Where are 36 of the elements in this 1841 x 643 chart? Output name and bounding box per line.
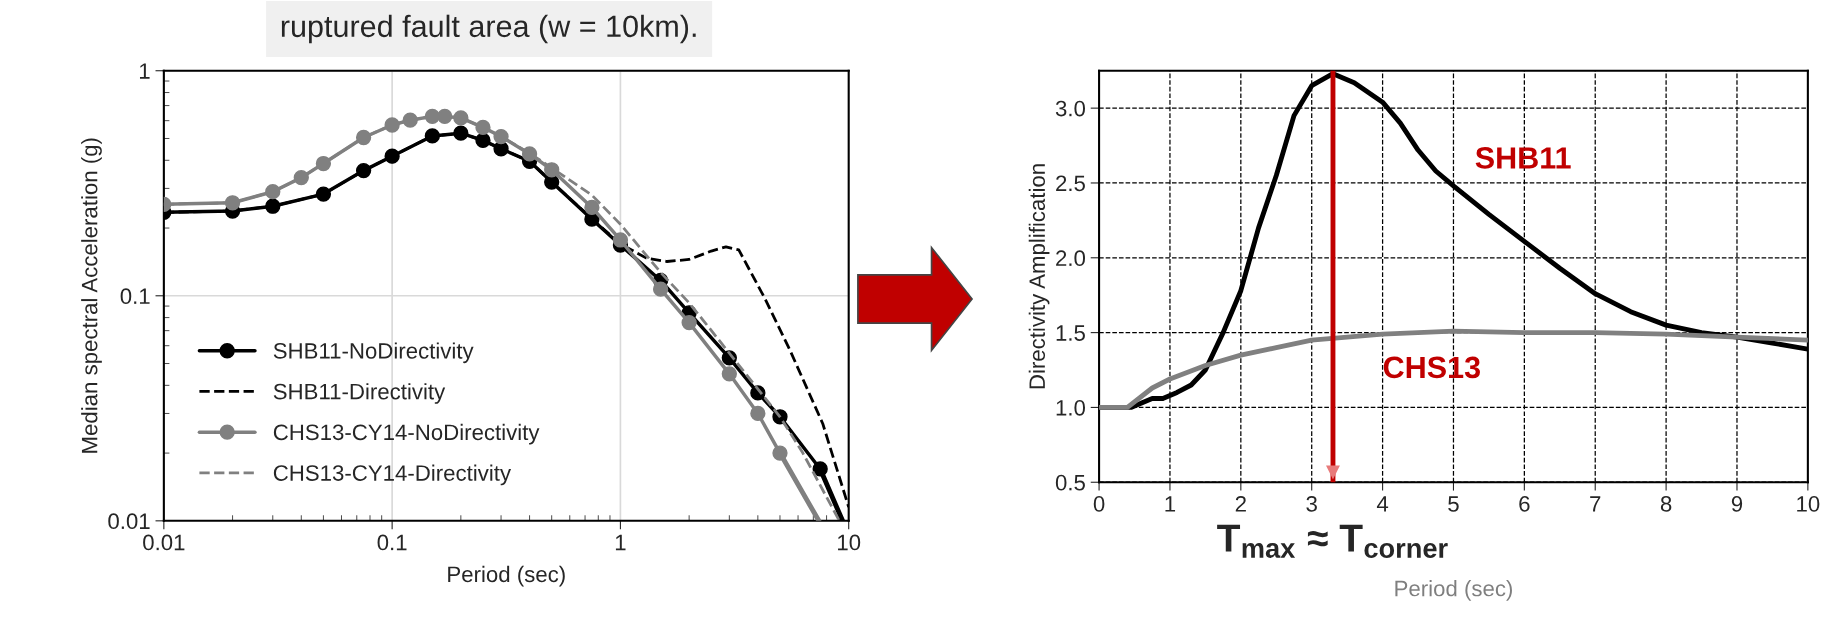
y-axis-title: Directivity Amplification	[1028, 164, 1050, 389]
series-label: SHB11	[1475, 147, 1571, 169]
x-tick-label: 10	[838, 534, 861, 551]
y-tick-label: 1	[139, 63, 150, 79]
y-tick-label: 0.01	[108, 513, 150, 530]
y-tick-label: 0.5	[1055, 474, 1085, 491]
series-label: CHS13	[1383, 356, 1480, 379]
y-tick-label: 2.0	[1056, 250, 1086, 267]
x-tick-label: 0	[1093, 496, 1105, 512]
legend-label: CHS13-CY14-Directivity	[273, 464, 512, 486]
x-tick-label: 10	[1797, 496, 1820, 512]
x-axis-title: Period (sec)	[1395, 580, 1512, 601]
x-tick-label: 0.1	[377, 534, 407, 551]
y-tick-label: 1.5	[1056, 325, 1085, 341]
x-tick-label: 4	[1376, 496, 1389, 512]
x-tick-label: 6	[1519, 496, 1530, 512]
legend-label: CHS13-CY14-NoDirectivity	[273, 423, 540, 445]
ref-line-label: T$_{max}$ ≈ T$_{corner}$	[1217, 524, 1448, 558]
legend-label: SHB11-Directivity	[273, 383, 446, 404]
x-tick-label: 1	[1165, 496, 1176, 512]
x-axis-title: Period (sec)	[448, 565, 565, 587]
y-axis-title: Median spectral Acceleration (g)	[81, 138, 102, 453]
y-tick-label: 0.1	[120, 288, 150, 305]
y-tick-label: 3.0	[1055, 100, 1086, 117]
x-tick-label: 2	[1235, 496, 1246, 512]
text: ruptured fault area (w = 10km).	[281, 14, 696, 44]
y-tick-label: 1.0	[1056, 399, 1086, 416]
legend-label: SHB11-NoDirectivity	[273, 342, 474, 364]
x-tick-label: 3	[1306, 496, 1317, 512]
x-tick-label: 5	[1448, 496, 1459, 512]
x-tick-label: 8	[1660, 496, 1672, 512]
x-tick-label: 0.01	[143, 534, 185, 551]
x-tick-label: 1	[615, 534, 626, 551]
x-tick-label: 9	[1731, 496, 1743, 512]
x-tick-label: 7	[1590, 496, 1601, 512]
y-tick-label: 2.5	[1056, 175, 1085, 192]
